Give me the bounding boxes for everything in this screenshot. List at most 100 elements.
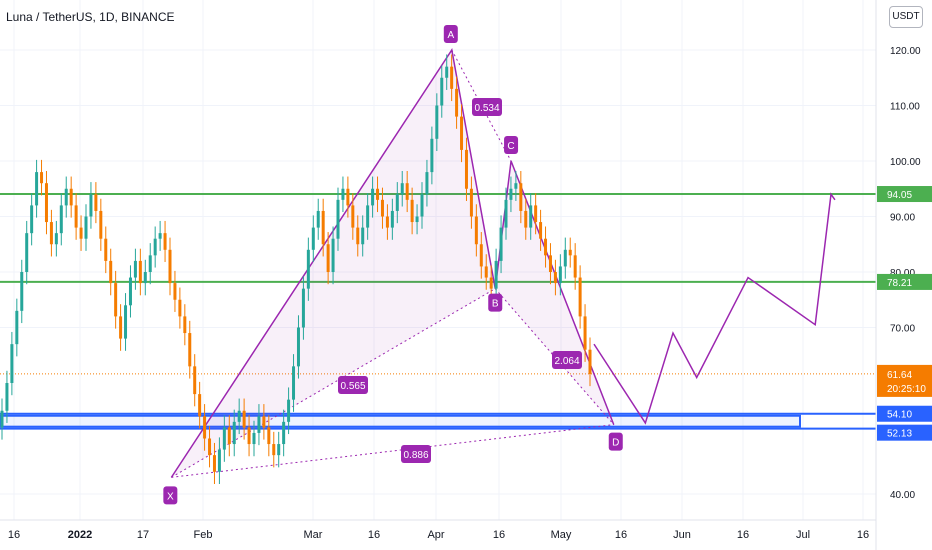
ratio-labels: 0.534 0.565 2.064 0.886 <box>338 98 582 463</box>
time-axis[interactable]: 16 2022 17 Feb Mar 16 Apr 16 May 16 Jun 16 Jul 16 <box>8 529 869 541</box>
currency-button[interactable]: USDT <box>889 6 923 28</box>
candle <box>578 277 582 317</box>
candle <box>499 227 503 261</box>
candle <box>292 366 296 400</box>
projection-line[interactable] <box>593 192 836 425</box>
price-axis-tick: 110.00 <box>890 102 920 113</box>
time-axis-tick: Jun <box>673 529 691 541</box>
candle <box>558 266 562 284</box>
candle <box>133 260 137 278</box>
zone-rect[interactable] <box>0 414 801 428</box>
candle <box>489 277 493 289</box>
point-label-bg <box>443 25 458 43</box>
candle <box>282 421 286 445</box>
ratio-label: 0.886 <box>403 450 428 461</box>
candle <box>40 172 44 184</box>
time-axis-tick: May <box>551 529 572 541</box>
candle <box>208 438 212 456</box>
candle <box>440 77 444 106</box>
candle <box>415 216 419 223</box>
candle <box>445 66 449 78</box>
point-label-d: D <box>612 438 619 449</box>
pattern-point-labels: X A B C D <box>163 25 623 505</box>
price-axis[interactable]: 120.00 110.00 100.00 90.00 80.00 70.00 40.00 <box>890 46 921 501</box>
candle <box>198 394 202 417</box>
candle <box>529 205 533 228</box>
candle <box>44 183 48 223</box>
candle <box>326 244 330 272</box>
candle <box>232 421 236 445</box>
time-axis-tick: 2022 <box>68 529 92 541</box>
badge-zone-top: 54.10 <box>887 410 912 421</box>
candle <box>385 216 389 228</box>
candle <box>212 455 216 472</box>
badge-94-bg <box>877 186 932 203</box>
price-axis-tick: 80.00 <box>890 268 915 279</box>
candle <box>455 88 459 117</box>
candle <box>524 210 528 228</box>
candle <box>336 199 340 239</box>
candle <box>94 194 98 211</box>
ratio-label-bg <box>338 376 368 394</box>
candle <box>519 183 523 211</box>
candle <box>380 199 384 217</box>
candle <box>272 444 276 456</box>
projection-path[interactable] <box>593 192 836 425</box>
candle <box>188 333 192 367</box>
candle <box>371 188 375 206</box>
price-axis-badges: 94.05 78.21 61.64 20:25:10 54.10 52.13 <box>877 186 932 441</box>
candle <box>460 116 464 150</box>
chart-title: Luna / TetherUS, 1D, BINANCE <box>6 10 175 24</box>
candle <box>30 205 34 234</box>
candle <box>163 233 167 250</box>
candle <box>15 310 19 345</box>
candle <box>252 432 256 445</box>
badge-countdown: 20:25:10 <box>887 384 926 395</box>
ratio-label-bg <box>472 98 502 116</box>
candle <box>321 210 325 245</box>
badge-78-bg <box>877 273 932 290</box>
candle <box>59 205 63 234</box>
point-label-bg <box>608 432 623 451</box>
candle <box>539 222 543 239</box>
candle <box>193 366 197 395</box>
candle <box>84 216 88 239</box>
time-axis-tick: 16 <box>8 529 20 541</box>
candle <box>25 233 29 272</box>
candle <box>287 399 291 422</box>
candle <box>301 288 305 328</box>
price-axis-tick: 70.00 <box>890 324 915 335</box>
price-axis-tick: 100.00 <box>890 157 921 168</box>
price-axis-tick: 40.00 <box>890 490 915 501</box>
badge-zone-bottom: 52.13 <box>887 429 912 440</box>
candle <box>277 444 281 456</box>
candle <box>203 416 207 439</box>
candle <box>474 216 478 245</box>
candle <box>346 188 350 206</box>
candle <box>469 188 473 217</box>
candle <box>479 244 483 267</box>
candle <box>153 238 157 256</box>
badge-78: 78.21 <box>887 278 912 289</box>
candle <box>69 188 73 206</box>
candle <box>514 183 518 189</box>
candle <box>553 272 557 284</box>
time-axis-tick: 16 <box>493 529 505 541</box>
candle <box>89 194 93 217</box>
candle <box>168 249 172 284</box>
candle <box>178 299 182 317</box>
ratio-line <box>171 424 614 478</box>
candle <box>99 210 103 239</box>
candle <box>435 105 439 139</box>
ratio-label-bg <box>552 351 582 369</box>
candle <box>237 410 241 422</box>
candle <box>563 249 567 267</box>
ratio-line <box>451 49 512 162</box>
support-zone[interactable] <box>0 412 876 430</box>
candle <box>588 349 592 374</box>
candle <box>504 199 508 228</box>
candle <box>64 188 68 206</box>
candle <box>74 205 78 228</box>
ratio-label: 0.565 <box>340 381 365 392</box>
